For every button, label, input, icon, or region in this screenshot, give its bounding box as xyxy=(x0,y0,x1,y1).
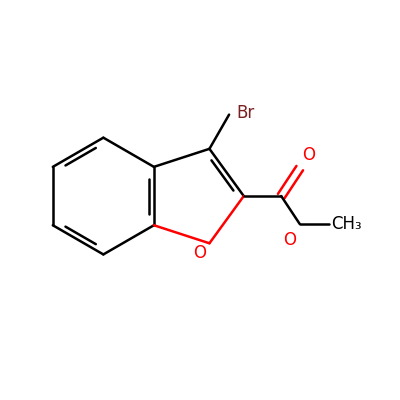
Text: Br: Br xyxy=(236,104,254,122)
Text: O: O xyxy=(193,244,206,262)
Text: O: O xyxy=(283,231,296,249)
Text: O: O xyxy=(302,146,315,164)
Text: CH₃: CH₃ xyxy=(331,215,362,233)
